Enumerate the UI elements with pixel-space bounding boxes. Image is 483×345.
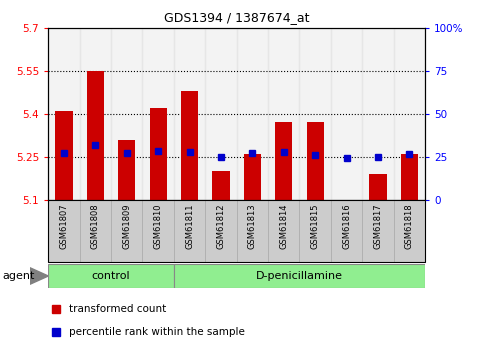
Bar bbox=[80, 28, 111, 200]
Bar bbox=[48, 200, 80, 262]
Bar bbox=[142, 28, 174, 200]
Polygon shape bbox=[30, 268, 48, 284]
Bar bbox=[48, 28, 80, 200]
Bar bbox=[174, 264, 425, 288]
Text: percentile rank within the sample: percentile rank within the sample bbox=[69, 327, 245, 337]
Bar bbox=[205, 28, 237, 200]
Text: GSM61807: GSM61807 bbox=[59, 203, 69, 249]
Bar bbox=[401, 154, 418, 200]
Bar bbox=[237, 200, 268, 262]
Bar bbox=[299, 200, 331, 262]
Bar bbox=[174, 28, 205, 200]
Bar bbox=[181, 91, 198, 200]
Bar bbox=[205, 200, 237, 262]
Text: control: control bbox=[92, 271, 130, 281]
Text: GSM61808: GSM61808 bbox=[91, 203, 100, 249]
Text: GSM61815: GSM61815 bbox=[311, 203, 320, 249]
Bar bbox=[268, 28, 299, 200]
Bar bbox=[237, 28, 268, 200]
Text: GSM61813: GSM61813 bbox=[248, 203, 257, 249]
Bar bbox=[80, 200, 111, 262]
Bar bbox=[275, 122, 292, 200]
Bar bbox=[142, 200, 174, 262]
Bar bbox=[244, 154, 261, 200]
Bar bbox=[394, 200, 425, 262]
Bar bbox=[307, 122, 324, 200]
Bar bbox=[331, 28, 362, 200]
Title: GDS1394 / 1387674_at: GDS1394 / 1387674_at bbox=[164, 11, 310, 24]
Bar bbox=[87, 71, 104, 200]
Bar bbox=[299, 28, 331, 200]
Bar bbox=[174, 200, 205, 262]
Bar bbox=[213, 171, 229, 200]
Bar bbox=[362, 28, 394, 200]
Bar bbox=[362, 200, 394, 262]
Bar bbox=[48, 200, 425, 262]
Text: GSM61817: GSM61817 bbox=[373, 203, 383, 249]
Text: GSM61810: GSM61810 bbox=[154, 203, 163, 249]
Text: GSM61811: GSM61811 bbox=[185, 203, 194, 249]
Text: GSM61809: GSM61809 bbox=[122, 203, 131, 249]
Text: GSM61816: GSM61816 bbox=[342, 203, 351, 249]
Text: GSM61818: GSM61818 bbox=[405, 203, 414, 249]
Text: transformed count: transformed count bbox=[69, 305, 166, 314]
Text: GSM61812: GSM61812 bbox=[216, 203, 226, 249]
Bar bbox=[56, 111, 72, 200]
Text: agent: agent bbox=[2, 271, 35, 281]
Bar bbox=[394, 28, 425, 200]
Text: GSM61814: GSM61814 bbox=[279, 203, 288, 249]
Bar bbox=[268, 200, 299, 262]
Bar bbox=[118, 140, 135, 200]
Bar bbox=[369, 174, 386, 200]
Bar bbox=[111, 200, 142, 262]
Bar bbox=[150, 108, 167, 200]
Bar bbox=[111, 28, 142, 200]
Text: D-penicillamine: D-penicillamine bbox=[256, 271, 343, 281]
Bar bbox=[48, 264, 174, 288]
Bar bbox=[331, 200, 362, 262]
